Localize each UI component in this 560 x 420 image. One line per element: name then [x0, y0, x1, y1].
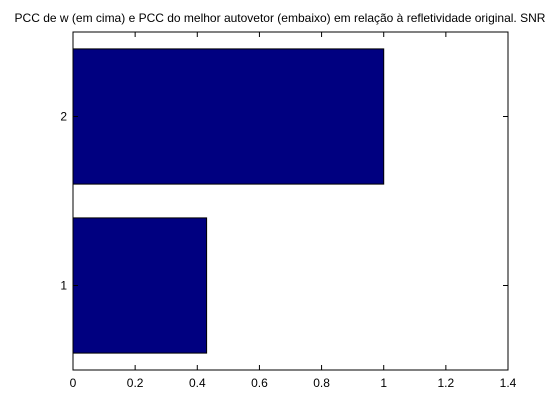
chart-title: PCC de w (em cima) e PCC do melhor autov… — [15, 11, 546, 25]
x-axis-ticks: 0 0.2 0.4 0.6 0.8 1 1.2 1.4 — [70, 32, 517, 390]
x-tick-label: 0 — [70, 376, 77, 390]
bar-1 — [72, 217, 208, 354]
axes-box — [72, 31, 509, 371]
x-tick-label: 0.8 — [313, 376, 330, 390]
y-tick-label: 1 — [60, 279, 67, 293]
x-tick-label: 1.2 — [438, 376, 455, 390]
y-axis-ticks: 12 — [60, 110, 508, 293]
x-tick-label: 0.6 — [251, 376, 268, 390]
bars — [72, 48, 385, 354]
x-tick-label: 1 — [380, 376, 387, 390]
y-tick-label: 2 — [60, 110, 67, 124]
x-tick-label: 0.4 — [189, 376, 206, 390]
x-tick-label: 1.4 — [500, 376, 517, 390]
x-tick-label: 0.2 — [127, 376, 144, 390]
bar-2 — [72, 48, 385, 185]
